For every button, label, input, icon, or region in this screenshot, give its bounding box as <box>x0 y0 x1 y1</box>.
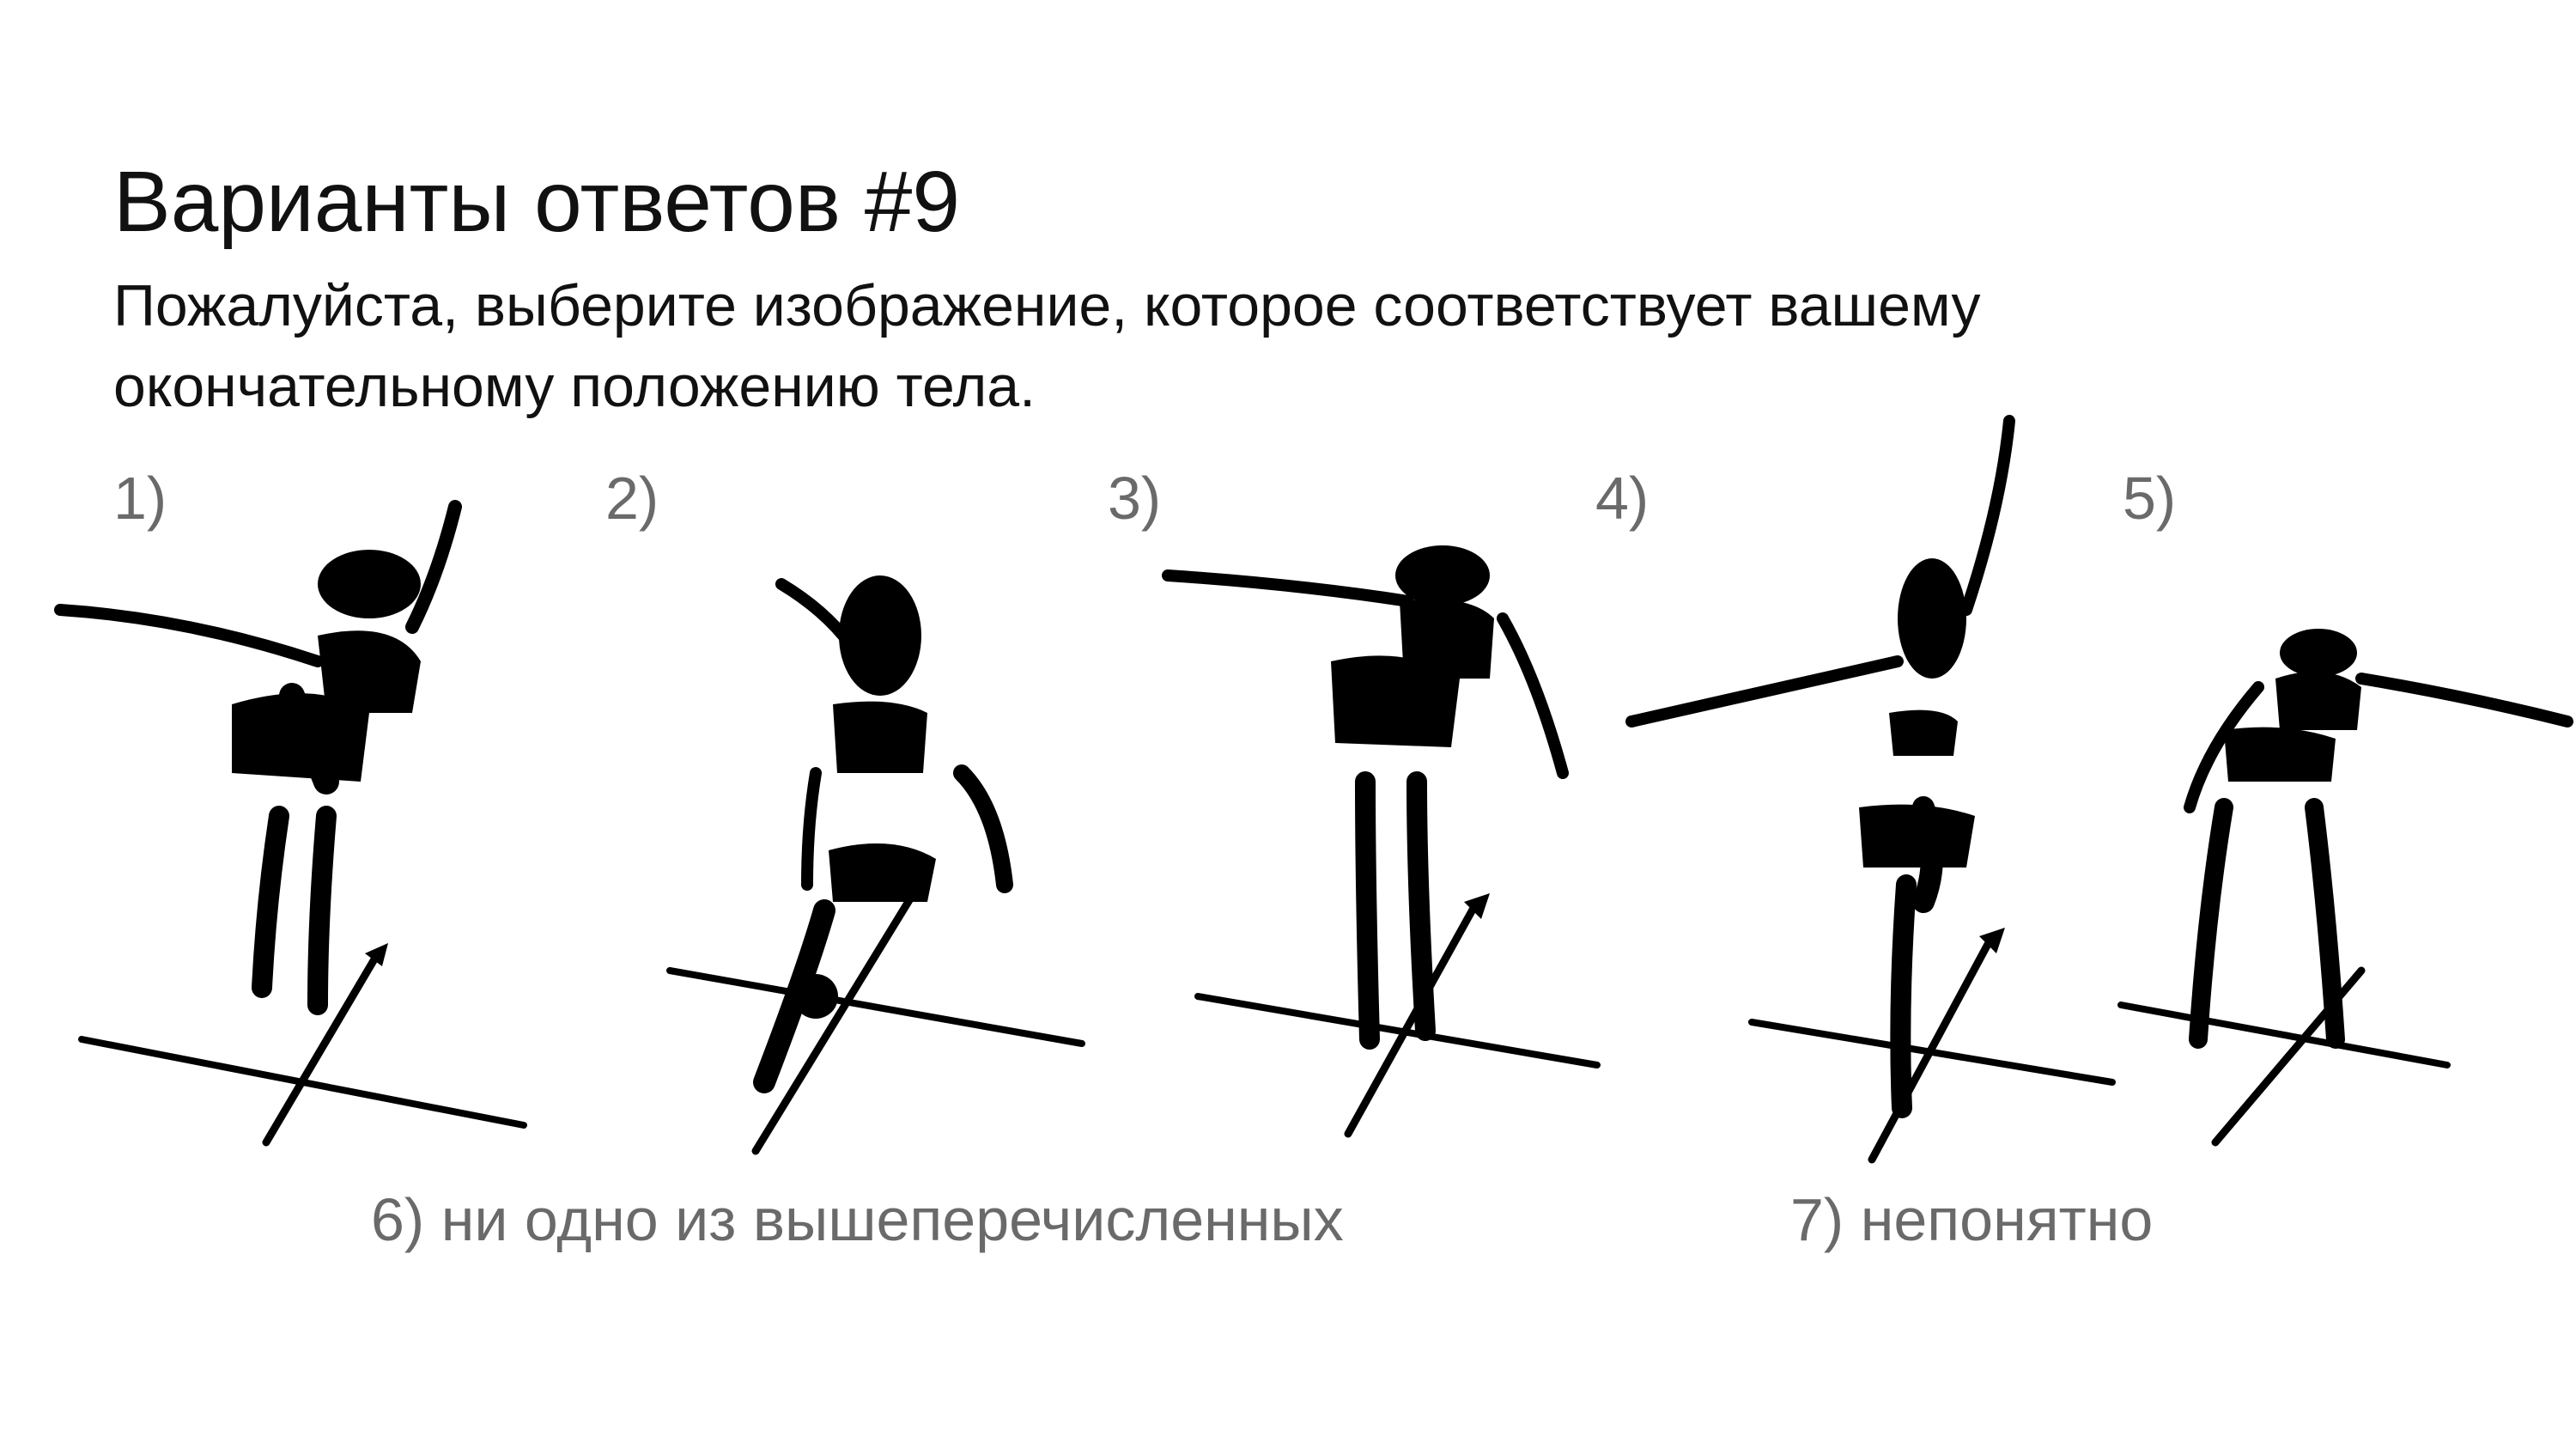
option-7-unclear[interactable]: 7) непонятно <box>1790 1186 2154 1253</box>
figure-2-illustration <box>666 575 1085 1155</box>
option-6-none-of-the-above[interactable]: 6) ни одно из вышеперечисленных <box>371 1186 1344 1253</box>
figure-5-illustration <box>2117 629 2573 1147</box>
figure-3-illustration <box>1162 545 1601 1138</box>
figure-1-illustration <box>54 500 527 1147</box>
slide-title: Варианты ответов #9 <box>113 154 961 250</box>
figure-4-illustration <box>1625 415 2116 1164</box>
slide-instructions: Пожалуйста, выберите изображение, которо… <box>113 273 1981 419</box>
option-2-label[interactable]: 2) <box>605 465 659 532</box>
option-1-figure[interactable] <box>34 404 567 1177</box>
option-4-figure[interactable] <box>1614 404 2147 1177</box>
option-5-label[interactable]: 5) <box>2123 465 2177 532</box>
option-4-label[interactable]: 4) <box>1595 465 1649 532</box>
option-2-figure[interactable] <box>635 404 1168 1177</box>
option-3-label[interactable]: 3) <box>1108 465 1162 532</box>
option-5-figure[interactable] <box>2104 404 2576 1177</box>
option-1-label[interactable]: 1) <box>113 465 167 532</box>
option-3-figure[interactable] <box>1151 404 1683 1177</box>
